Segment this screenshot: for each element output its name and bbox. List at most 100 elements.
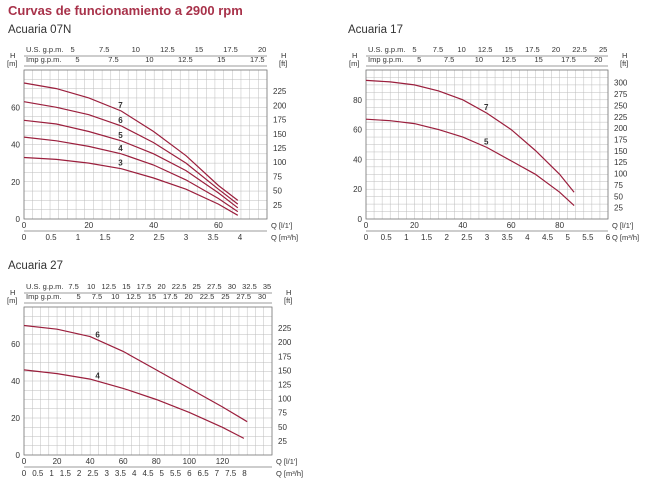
- x-tick: 20: [84, 221, 93, 230]
- series-label-5: 5: [118, 131, 123, 140]
- chart-title-acuaria-27: Acuaria 27: [8, 260, 63, 272]
- top1-tick: 15: [122, 282, 130, 291]
- y-left-unit: [m]: [7, 59, 17, 68]
- y-left-label: H: [10, 288, 15, 297]
- top2-tick: 5: [417, 55, 421, 64]
- x2-label: Q [m³/h]: [276, 469, 303, 478]
- top1-tick: 5: [71, 45, 75, 54]
- y-right-tick: 50: [273, 187, 282, 196]
- x2-tick: 0.5: [381, 233, 393, 242]
- top1-tick: 15: [195, 45, 203, 54]
- series-label-7: 7: [484, 103, 489, 112]
- y-right-tick: 250: [614, 101, 628, 110]
- x2-tick: 5: [565, 233, 570, 242]
- y-right-tick: 75: [278, 409, 287, 418]
- x2-tick: 2.5: [87, 469, 99, 478]
- x2-tick: 1.5: [99, 233, 111, 242]
- x-tick: 20: [410, 221, 419, 230]
- top2-tick: 10: [145, 55, 153, 64]
- y-right-unit: [ft]: [620, 59, 628, 68]
- chart-title-acuaria-07n: Acuaria 07N: [8, 24, 72, 36]
- curve-series-6: [23, 324, 248, 423]
- y-right-tick: 100: [278, 395, 292, 404]
- x-tick: 40: [86, 457, 95, 466]
- top2-tick: 17.5: [163, 292, 178, 301]
- top2-tick: 10: [111, 292, 119, 301]
- x-tick: 60: [214, 221, 223, 230]
- y-right-tick: 225: [614, 113, 628, 122]
- y-left-tick: 60: [11, 103, 20, 112]
- x2-tick: 6: [606, 233, 611, 242]
- x-tick: 0: [22, 457, 27, 466]
- curve-series-5: [23, 119, 239, 209]
- x2-tick: 2: [130, 233, 135, 242]
- series-label-5: 5: [484, 137, 489, 146]
- x2-tick: 2.5: [153, 233, 165, 242]
- top1-tick: 35: [263, 282, 271, 291]
- top1-label: U.S. g.p.m.: [26, 282, 64, 291]
- y-right-tick: 150: [278, 366, 292, 375]
- x-tick: 20: [53, 457, 62, 466]
- top1-label: U.S. g.p.m.: [368, 45, 406, 54]
- y-right-unit: [ft]: [284, 296, 292, 305]
- y-right-tick: 125: [273, 144, 287, 153]
- curve-series-3: [23, 156, 239, 216]
- x2-tick: 6.5: [198, 469, 210, 478]
- x2-tick: 0: [22, 469, 27, 478]
- chart-title-acuaria-17: Acuaria 17: [348, 24, 403, 36]
- x-tick: 80: [152, 457, 161, 466]
- top2-tick: 17.5: [561, 55, 576, 64]
- y-left-tick: 0: [16, 215, 21, 224]
- top2-tick: 20: [594, 55, 602, 64]
- x2-tick: 7: [215, 469, 220, 478]
- y-left-label: H: [10, 51, 15, 60]
- top2-tick: 30: [258, 292, 266, 301]
- plot-frame: [23, 306, 273, 456]
- top1-tick: 5: [412, 45, 416, 54]
- series-label-4: 4: [95, 371, 100, 380]
- x-tick: 0: [22, 221, 27, 230]
- x2-tick: 0.5: [45, 233, 57, 242]
- plot-frame: [23, 69, 268, 220]
- x2-tick: 4: [238, 233, 243, 242]
- top1-tick: 27.5: [207, 282, 222, 291]
- x2-tick: 1: [404, 233, 409, 242]
- top2-tick: 17.5: [250, 55, 265, 64]
- curve-series-4: [23, 369, 245, 439]
- x-label: Q [l/1']: [271, 221, 292, 230]
- y-left-tick: 40: [353, 155, 362, 164]
- y-right-tick: 25: [273, 201, 282, 210]
- x2-tick: 3.5: [207, 233, 219, 242]
- chart-0: U.S. g.p.m.Imp g.p.m.5 7.5 10 12.5 15 17.5 205…: [7, 45, 298, 242]
- top2-tick: 15: [148, 292, 156, 301]
- x-tick: 0: [364, 221, 369, 230]
- y-right-tick: 175: [614, 136, 628, 145]
- y-right-tick: 50: [614, 192, 623, 201]
- y-right-tick: 100: [614, 170, 628, 179]
- x2-tick: 0: [364, 233, 369, 242]
- top2-tick: 7.5: [444, 55, 454, 64]
- y-right-tick: 150: [273, 130, 287, 139]
- top1-tick: 22.5: [172, 282, 187, 291]
- top2-tick: 12.5: [178, 55, 193, 64]
- x-label: Q [l/1']: [612, 221, 633, 230]
- x-tick: 40: [149, 221, 158, 230]
- top2-tick: 22.5: [200, 292, 215, 301]
- y-left-tick: 40: [11, 377, 20, 386]
- y-left-tick: 80: [353, 96, 362, 105]
- y-right-unit: [ft]: [279, 59, 287, 68]
- x2-tick: 2: [444, 233, 449, 242]
- series-label-7: 7: [118, 101, 123, 110]
- y-left-tick: 0: [358, 215, 363, 224]
- y-right-tick: 175: [278, 352, 292, 361]
- x2-tick: 2: [77, 469, 82, 478]
- curve-series-5: [365, 118, 575, 207]
- top1-tick: 17.5: [223, 45, 238, 54]
- x-tick: 80: [555, 221, 564, 230]
- top1-tick: 12.5: [101, 282, 116, 291]
- top1-tick: 25: [193, 282, 201, 291]
- series-label-4: 4: [118, 144, 123, 153]
- x2-tick: 5: [160, 469, 165, 478]
- series-label-3: 3: [118, 159, 123, 168]
- chart-2: U.S. g.p.m.Imp g.p.m.7.5 10 12.5 15 17.5 20 22…: [7, 282, 303, 478]
